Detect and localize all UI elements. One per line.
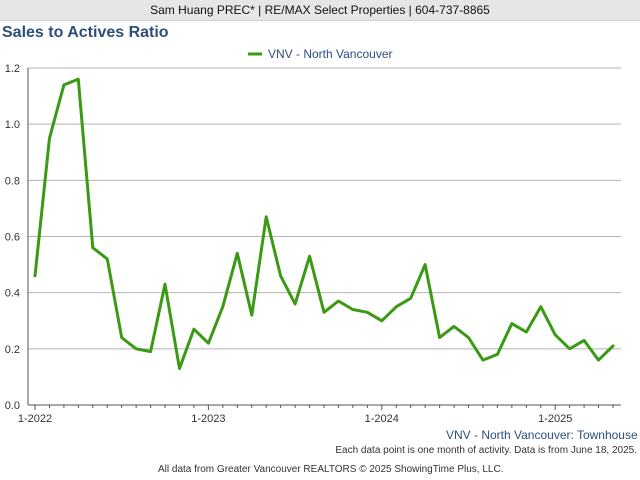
x-tick-label: 1-2025: [538, 413, 572, 425]
agent-header: Sam Huang PREC* | RE/MAX Select Properti…: [0, 0, 640, 21]
y-tick-label: 0.0: [5, 400, 20, 412]
y-tick-label: 0.4: [5, 288, 20, 300]
x-tick-label: 1-2024: [365, 413, 399, 425]
agent-line: Sam Huang PREC* | RE/MAX Select Properti…: [150, 3, 490, 17]
series-line: [33, 77, 615, 370]
legend-label: VNV - North Vancouver: [268, 47, 393, 61]
x-tick-label: 1-2022: [18, 413, 52, 425]
y-tick-label: 0.2: [5, 344, 20, 356]
data-source: All data from Greater Vancouver REALTORS…: [158, 464, 504, 475]
y-tick-label: 0.8: [5, 175, 20, 187]
chart-subtitle: VNV - North Vancouver: Townhouse: [446, 428, 638, 442]
y-tick-label: 0.6: [5, 232, 20, 244]
data-note: Each data point is one month of activity…: [335, 445, 637, 456]
x-tick-label: 1-2023: [191, 413, 225, 425]
y-tick-label: 1.2: [5, 63, 20, 75]
chart-title: Sales to Actives Ratio: [2, 24, 169, 41]
y-tick-label: 1.0: [5, 119, 20, 131]
